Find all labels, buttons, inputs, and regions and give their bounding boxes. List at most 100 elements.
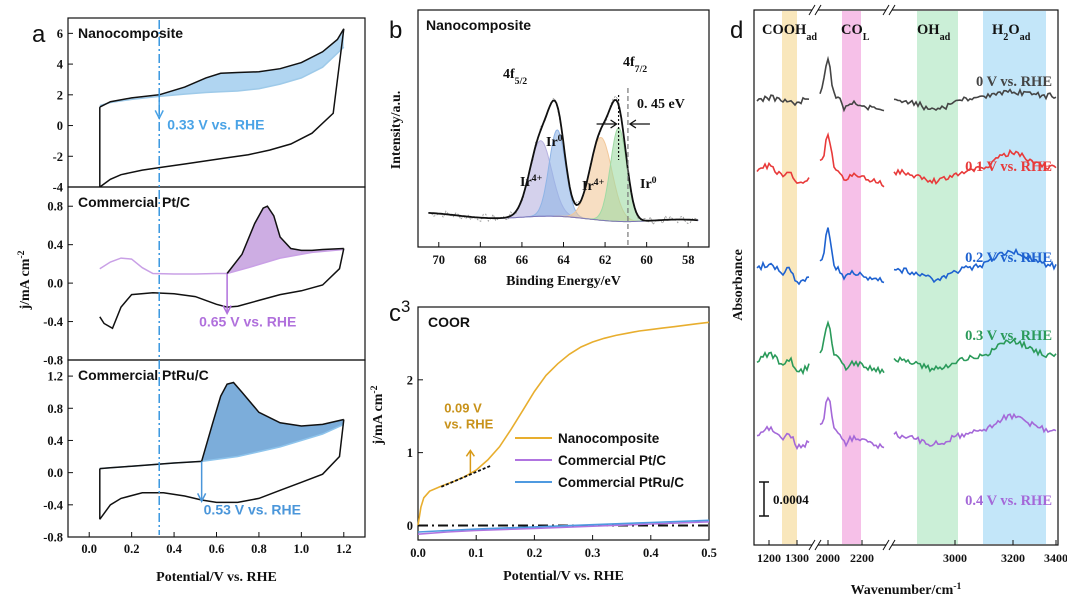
- subplot-title: Nanocomposite: [78, 25, 183, 41]
- x-tick-label: 0.4: [643, 546, 659, 560]
- subplot-title: Commercial PtRu/C: [78, 367, 209, 383]
- spectrum-1: [756, 55, 1057, 113]
- y-axis-label: j/mA cm-2: [369, 385, 387, 445]
- y-tick-label: 0: [57, 119, 63, 133]
- panel-label-d: d: [730, 17, 743, 44]
- forward-scan-curve: [99, 94, 160, 108]
- x-tick-label: 0.3: [585, 546, 601, 560]
- band-label-co-part: L: [863, 32, 870, 43]
- y-axis-label-part: j/mA cm: [371, 393, 386, 445]
- spectrum-label-1: 0 V vs. RHE: [976, 74, 1052, 90]
- band-label-cooh-part: ad: [806, 32, 817, 43]
- peak-label-7-2: 4f7/2: [623, 55, 647, 75]
- x-tick-label: 0.8: [251, 542, 267, 556]
- y-tick-label: -4: [53, 181, 64, 195]
- y-tick-label: -0.8: [43, 531, 63, 545]
- ir4-label-left-part: Ir: [520, 175, 532, 190]
- x-axis-label: Wavenumber/cm-1: [851, 581, 962, 599]
- spectrum-label-3: 0.2 V vs. RHE: [965, 250, 1052, 266]
- anodic-scan-curve: [200, 381, 344, 462]
- axis-break-gap-top: [886, 4, 892, 16]
- axis-break-mark: [888, 4, 896, 16]
- spectrum-3: [756, 227, 1057, 286]
- panel-label-a: a: [32, 21, 46, 48]
- spectrum-segment: [893, 87, 1057, 111]
- onset-arrow: [465, 449, 475, 474]
- background-scan-curve: [99, 248, 344, 275]
- axis-break-gap-bottom: [812, 539, 818, 551]
- y-tick-label: 0.4: [47, 238, 63, 252]
- peak-label-7-2-part: 4f: [623, 55, 635, 70]
- legend-label: Commercial PtRu/C: [558, 475, 684, 490]
- oxidation-area: [227, 206, 344, 274]
- spectrum-5: [756, 396, 1057, 451]
- peak-label-5-2-part: 5/2: [515, 76, 528, 87]
- legend-label: Commercial Pt/C: [558, 453, 666, 468]
- band-label-h2o: H2Oad: [992, 22, 1031, 43]
- x-axis-label-part: Wavenumber/cm: [851, 583, 954, 598]
- y-tick-label: 0.0: [47, 466, 63, 480]
- band-1: [782, 11, 797, 544]
- spectrum-segment: [893, 412, 1057, 447]
- x-tick-label: 70: [433, 253, 446, 267]
- shift-arrow-right: [628, 119, 650, 129]
- spectrum-2: [756, 131, 1057, 188]
- oxidation-area: [201, 382, 344, 462]
- peak-label-7-2-part: 7/2: [635, 64, 648, 75]
- onset-tangent: [440, 464, 492, 488]
- panel-label-b: b: [389, 17, 402, 44]
- cathodic-scan-curve: [99, 419, 345, 520]
- forward-scan-curve: [99, 460, 202, 470]
- lsv-frame: [417, 306, 710, 541]
- ir0-label-left: Ir0: [546, 133, 563, 151]
- fitted-envelope: [428, 99, 698, 222]
- cv-subplot-1: -4 -2 0 2 4 6 Nanocomposite 0.33 V vs. RHE: [53, 17, 366, 195]
- y-axis-label-part: j/mA cm: [18, 258, 33, 310]
- onset-label: 0.65 V vs. RHE: [199, 314, 296, 330]
- axis-break-mark: [882, 4, 890, 16]
- band-label-oh-part: OH: [917, 22, 940, 38]
- ir0-label-left-part: 0: [558, 133, 563, 144]
- band-label-h2o-part: 2: [1003, 32, 1008, 43]
- spectrum-segment: [819, 320, 885, 375]
- x-tick-label: 2000: [816, 551, 840, 565]
- y-tick-label: 1: [407, 446, 413, 460]
- x-tick-label: 62: [599, 253, 612, 267]
- y-tick-label: -0.8: [43, 354, 63, 368]
- shift-arrow-left: [596, 119, 618, 129]
- x-tick-label: 1200: [757, 551, 781, 565]
- spectrum-segment: [756, 94, 810, 107]
- spectrum-segment: [756, 161, 810, 185]
- ir0-label-right-part: Ir: [640, 177, 652, 192]
- y-axis-label: Intensity/a.u.: [389, 91, 404, 170]
- axis-break-mark: [814, 4, 822, 16]
- y-tick-label: 0.8: [47, 200, 63, 214]
- x-tick-label: 0.5: [701, 546, 717, 560]
- lsv-series-2: [417, 521, 710, 535]
- cv-subplot-2: -0.8 -0.4 0.0 0.4 0.8 Commercial Pt/C 0.65 V v…: [43, 186, 366, 368]
- ir4-label-right-part: Ir: [582, 179, 594, 194]
- x-tick-label: 3200: [1001, 551, 1025, 565]
- x-axis-label-part: -1: [953, 581, 961, 592]
- panel-label-c-part: 3: [401, 297, 410, 316]
- onset-label: 0.53 V vs. RHE: [204, 501, 301, 517]
- band-4: [983, 11, 1046, 544]
- axis-break-mark: [808, 539, 816, 551]
- legend-label: Nanocomposite: [558, 431, 660, 446]
- x-tick-label: 0.1: [468, 546, 484, 560]
- background-scan-curve: [99, 46, 345, 107]
- ir4-label-right: Ir4+: [582, 177, 605, 195]
- y-tick-label: 2: [57, 88, 63, 102]
- y-tick-label: 0.8: [47, 402, 63, 416]
- band-2: [842, 11, 861, 544]
- x-tick-label: 64: [557, 253, 570, 267]
- y-axis-label-part: -2: [369, 385, 380, 393]
- y-axis-label: Absorbance: [731, 249, 746, 321]
- ir0-label-right: Ir0: [640, 175, 657, 193]
- band-label-oh: OHad: [917, 22, 951, 43]
- y-tick-label: 0.4: [47, 434, 63, 448]
- anodic-scan-curve: [226, 205, 344, 274]
- spectrum-segment: [756, 425, 810, 451]
- band-label-h2o-part: H: [992, 22, 1004, 38]
